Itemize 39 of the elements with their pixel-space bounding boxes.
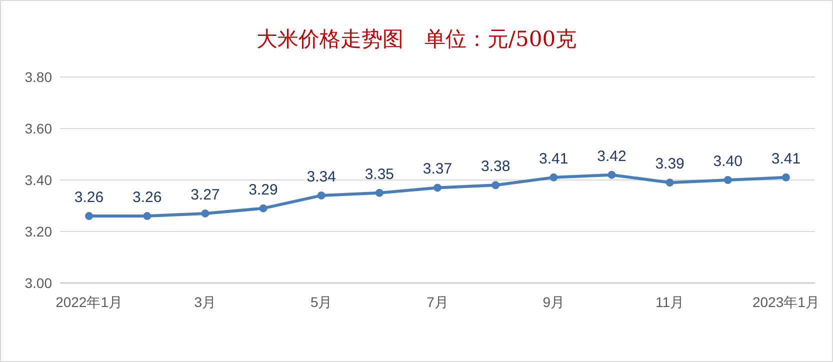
y-tick-label: 3.00 — [24, 275, 52, 291]
point — [782, 173, 790, 182]
point — [492, 181, 500, 190]
data-label: 3.38 — [480, 158, 510, 176]
data-label: 3.26 — [74, 189, 104, 206]
point — [375, 188, 384, 197]
data-label: 3.41 — [539, 150, 568, 168]
data-label: 3.29 — [248, 181, 278, 198]
data-label: 3.37 — [422, 160, 452, 178]
x-tick-label: 2022年1月 — [56, 294, 123, 310]
y-tick-label: 3.20 — [24, 224, 52, 240]
point — [434, 184, 442, 192]
x-tick-label: 5月 — [310, 294, 332, 310]
y-tick-label: 3.40 — [24, 172, 52, 188]
data-label: 3.26 — [132, 189, 162, 206]
point — [317, 191, 326, 200]
point — [85, 212, 94, 220]
point — [608, 170, 616, 179]
point — [666, 178, 674, 187]
x-tick-label: 11月 — [656, 294, 684, 310]
x-tick-label: 7月 — [426, 294, 448, 310]
point — [550, 173, 558, 182]
data-label: 3.39 — [655, 156, 684, 173]
y-tick-label: 3.80 — [24, 69, 52, 85]
data-label: 3.40 — [713, 153, 742, 170]
point — [143, 212, 152, 220]
point — [724, 176, 732, 184]
data-label: 3.27 — [190, 186, 220, 204]
x-tick-label: 3月 — [194, 294, 216, 310]
point — [259, 204, 268, 212]
x-tick-label: 9月 — [542, 294, 565, 310]
data-label: 3.41 — [771, 150, 801, 168]
y-tick-label: 3.60 — [24, 120, 52, 136]
data-label: 3.34 — [306, 168, 336, 186]
data-label: 3.42 — [597, 148, 626, 165]
data-label: 3.35 — [364, 166, 394, 183]
x-tick-label: 2023年1月 — [752, 294, 820, 310]
chart-title: 大米价格走势图 单位：元/500克 — [256, 27, 577, 51]
point — [201, 209, 210, 218]
